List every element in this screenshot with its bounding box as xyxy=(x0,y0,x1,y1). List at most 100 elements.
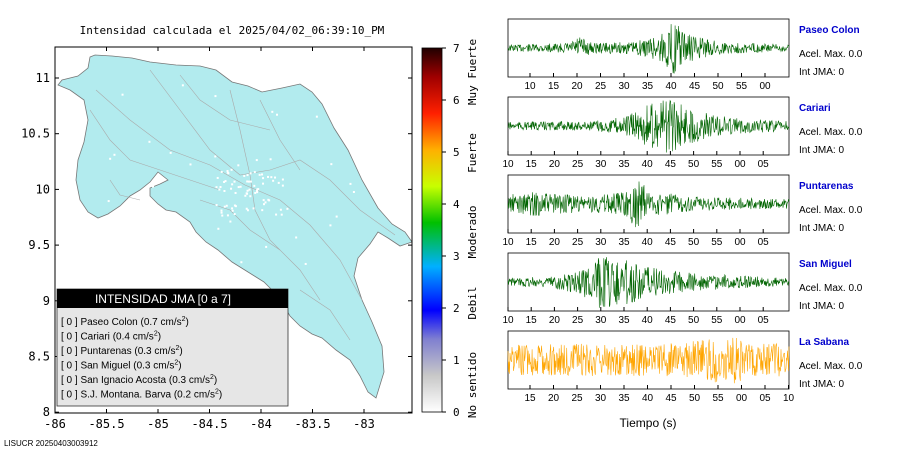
town-dot xyxy=(221,278,224,281)
town-dot xyxy=(219,273,222,276)
town-dot xyxy=(304,262,307,265)
town-dot xyxy=(189,163,192,166)
time-tick-label: 10 xyxy=(502,159,514,170)
legend-station: San Ignacio Acosta xyxy=(80,375,168,386)
lat-tick-label: 8.5 xyxy=(28,350,50,364)
town-dot xyxy=(269,158,272,161)
legend-level: [ 0 ] xyxy=(61,332,80,343)
time-tick-label: 25 xyxy=(571,393,583,404)
road-network xyxy=(89,69,396,341)
city-dot xyxy=(231,209,234,212)
town-dot xyxy=(113,153,116,156)
legend-level: [ 0 ] xyxy=(61,375,80,386)
city-dot xyxy=(221,214,224,217)
colorbar xyxy=(421,47,443,413)
colorbar-tick-label: 7 xyxy=(453,42,460,55)
legend-close: ) xyxy=(186,317,189,328)
time-tick-label: 25 xyxy=(572,237,584,248)
city-dot xyxy=(270,176,273,179)
lat-tick-label: 9.5 xyxy=(28,238,50,252)
town-dot xyxy=(315,115,318,118)
city-dot xyxy=(223,205,226,208)
time-tick-label: 40 xyxy=(642,393,654,404)
legend-item: [ 0 ] Paseo Colon (0.7 cm/s2) xyxy=(61,316,189,328)
time-tick-label: 20 xyxy=(549,315,561,326)
time-tick-label: 05 xyxy=(758,315,770,326)
legend-value: (0.7 cm/s xyxy=(141,317,182,328)
time-tick-label: 25 xyxy=(572,159,584,170)
city-dot xyxy=(254,191,257,194)
colorbar-tick-label: 5 xyxy=(453,146,460,159)
colorbar-category-label: Fuerte xyxy=(466,133,479,173)
town-dot xyxy=(240,261,243,264)
time-tick-label: 35 xyxy=(642,81,654,92)
map-area xyxy=(57,54,412,399)
station-int: Int JMA: 0 xyxy=(799,67,844,78)
city-dot xyxy=(262,182,265,185)
time-tick-label: 35 xyxy=(618,237,630,248)
legend-level: [ 0 ] xyxy=(61,361,80,372)
town-dot xyxy=(214,95,217,98)
station-int: Int JMA: 0 xyxy=(799,379,844,390)
legend-item: [ 0 ] San Ignacio Acosta (0.3 cm/s2) xyxy=(61,374,217,386)
waveform-panel: 10 15 20 25 30 35 40 45 50 55 00 05 San Miguel Acel. … xyxy=(502,252,863,326)
legend-level: [ 0 ] xyxy=(61,390,80,401)
lon-tick-label: -86 xyxy=(44,417,66,431)
city-dot xyxy=(258,173,261,176)
town-dot xyxy=(160,227,163,230)
legend-sup: 2 xyxy=(174,360,178,367)
intensity-legend: INTENSIDAD JMA [0 a 7] [ 0 ] Paseo Colon… xyxy=(56,288,289,407)
time-tick-label: 55 xyxy=(711,237,723,248)
time-tick-label: 35 xyxy=(618,315,630,326)
lat-tick-label: 8 xyxy=(43,405,50,419)
map-title: Intensidad calculada el 2025/04/02_06:39… xyxy=(80,24,385,37)
city-dot xyxy=(274,176,277,179)
city-dot xyxy=(226,214,229,217)
town-dot xyxy=(181,84,184,87)
legend-level: [ 0 ] xyxy=(61,317,80,328)
colorbar-tick-label: 1 xyxy=(453,354,460,367)
city-dot xyxy=(246,174,249,177)
time-tick-label: 30 xyxy=(595,159,607,170)
city-dot xyxy=(246,180,249,183)
lon-tick-label: -83 xyxy=(353,417,375,431)
time-tick-label: 45 xyxy=(665,393,677,404)
colorbar-category-label: Muy Fuerte xyxy=(466,39,479,105)
town-dot xyxy=(241,277,244,280)
station-acel: Acel. Max. 0.0 xyxy=(799,283,863,294)
colorbar-tick-label: 6 xyxy=(453,94,460,107)
time-tick-label: 55 xyxy=(711,315,723,326)
town-dot xyxy=(295,236,298,239)
city-dot xyxy=(264,201,267,204)
time-tick-label: 20 xyxy=(548,393,560,404)
city-dot xyxy=(249,180,252,183)
time-tick-label: 10 xyxy=(524,81,536,92)
town-dot xyxy=(131,259,134,262)
station-acel: Acel. Max. 0.0 xyxy=(799,49,863,60)
station-name: Puntarenas xyxy=(799,181,854,192)
city-dot xyxy=(263,203,266,206)
city-dot xyxy=(233,204,236,207)
town-dot xyxy=(120,256,123,259)
city-dot xyxy=(215,204,218,207)
city-dot xyxy=(233,180,236,183)
town-dot xyxy=(147,211,150,214)
legend-sup: 2 xyxy=(154,331,158,338)
station-name: Cariari xyxy=(799,103,831,114)
time-tick-label: 50 xyxy=(712,81,724,92)
town-dot xyxy=(229,220,232,223)
city-dot xyxy=(245,192,248,195)
town-dot xyxy=(152,185,155,188)
city-dot xyxy=(249,172,252,175)
city-dot xyxy=(277,181,280,184)
town-dot xyxy=(286,207,289,210)
legend-close: ) xyxy=(158,332,161,343)
time-tick-label: 45 xyxy=(665,237,677,248)
legend-close: ) xyxy=(178,361,181,372)
town-dot xyxy=(107,200,110,203)
legend-close: ) xyxy=(179,346,182,357)
waveform-trace xyxy=(507,24,790,74)
lon-tick-label: -85.5 xyxy=(88,417,124,431)
time-tick-label: 10 xyxy=(783,393,795,404)
